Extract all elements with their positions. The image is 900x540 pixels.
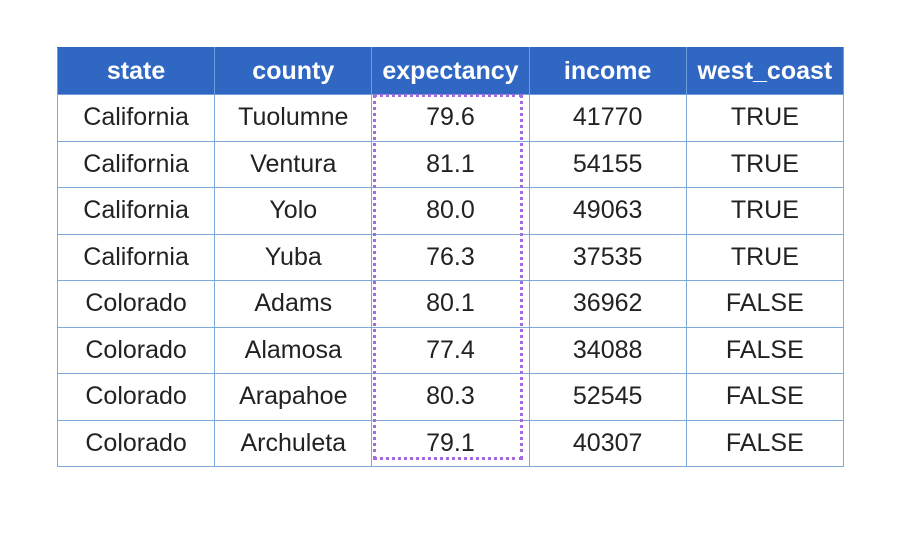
cell-income: 36962 bbox=[528, 280, 687, 328]
cell-income: 37535 bbox=[528, 233, 687, 281]
cell-expectancy: 81.1 bbox=[371, 140, 530, 188]
cell-expectancy: 80.3 bbox=[371, 373, 530, 421]
table-row: California Yuba 76.3 37535 TRUE bbox=[56, 233, 844, 281]
header-row: state county expectancy income west_coas… bbox=[56, 47, 844, 95]
cell-west-coast: TRUE bbox=[685, 94, 844, 142]
cell-expectancy: 76.3 bbox=[371, 233, 530, 281]
cell-state: California bbox=[56, 140, 216, 188]
cell-state: Colorado bbox=[56, 419, 216, 467]
cell-state: California bbox=[56, 94, 216, 142]
table-row: Colorado Adams 80.1 36962 FALSE bbox=[56, 280, 844, 328]
cell-income: 41770 bbox=[528, 94, 687, 142]
cell-west-coast: FALSE bbox=[685, 373, 844, 421]
cell-county: Ventura bbox=[214, 140, 373, 188]
column-header-expectancy: expectancy bbox=[371, 47, 530, 95]
column-header-state: state bbox=[56, 47, 216, 95]
cell-county: Tuolumne bbox=[214, 94, 373, 142]
cell-state: Colorado bbox=[56, 373, 216, 421]
cell-west-coast: FALSE bbox=[685, 326, 844, 374]
cell-income: 52545 bbox=[528, 373, 687, 421]
table-row: Colorado Arapahoe 80.3 52545 FALSE bbox=[56, 373, 844, 421]
table-row: California Tuolumne 79.6 41770 TRUE bbox=[56, 94, 844, 142]
column-header-county: county bbox=[214, 47, 373, 95]
cell-county: Alamosa bbox=[214, 326, 373, 374]
cell-county: Adams bbox=[214, 280, 373, 328]
column-header-west-coast: west_coast bbox=[685, 47, 844, 95]
column-header-income: income bbox=[528, 47, 687, 95]
table-row: California Ventura 81.1 54155 TRUE bbox=[56, 140, 844, 188]
cell-county: Yolo bbox=[214, 187, 373, 235]
cell-west-coast: TRUE bbox=[685, 140, 844, 188]
data-table-container: state county expectancy income west_coas… bbox=[56, 47, 844, 467]
cell-income: 40307 bbox=[528, 419, 687, 467]
cell-west-coast: TRUE bbox=[685, 233, 844, 281]
table-row: Colorado Alamosa 77.4 34088 FALSE bbox=[56, 326, 844, 374]
cell-state: California bbox=[56, 233, 216, 281]
cell-state: Colorado bbox=[56, 280, 216, 328]
cell-expectancy: 79.1 bbox=[371, 419, 530, 467]
cell-expectancy: 77.4 bbox=[371, 326, 530, 374]
cell-income: 54155 bbox=[528, 140, 687, 188]
cell-west-coast: FALSE bbox=[685, 419, 844, 467]
cell-income: 49063 bbox=[528, 187, 687, 235]
cell-county: Yuba bbox=[214, 233, 373, 281]
cell-county: Arapahoe bbox=[214, 373, 373, 421]
data-table: state county expectancy income west_coas… bbox=[56, 47, 844, 467]
cell-expectancy: 79.6 bbox=[371, 94, 530, 142]
cell-state: California bbox=[56, 187, 216, 235]
table-row: California Yolo 80.0 49063 TRUE bbox=[56, 187, 844, 235]
table-row: Colorado Archuleta 79.1 40307 FALSE bbox=[56, 419, 844, 467]
cell-west-coast: FALSE bbox=[685, 280, 844, 328]
cell-expectancy: 80.0 bbox=[371, 187, 530, 235]
cell-county: Archuleta bbox=[214, 419, 373, 467]
cell-income: 34088 bbox=[528, 326, 687, 374]
cell-state: Colorado bbox=[56, 326, 216, 374]
cell-expectancy: 80.1 bbox=[371, 280, 530, 328]
cell-west-coast: TRUE bbox=[685, 187, 844, 235]
